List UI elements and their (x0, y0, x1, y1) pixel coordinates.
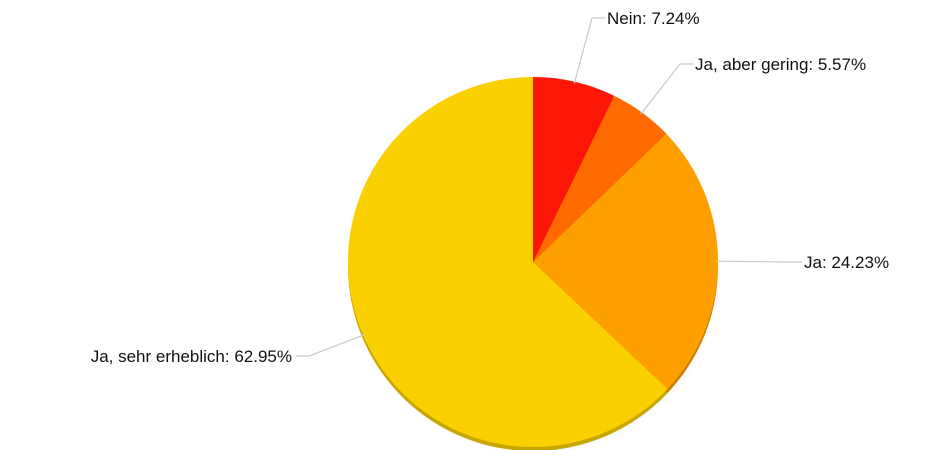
leader-line-0 (573, 17, 605, 84)
slice-label-1: Ja, aber gering: 5.57% (695, 55, 866, 74)
leader-line-3 (296, 333, 366, 357)
slice-labels: Nein: 7.24% Ja, aber gering: 5.57% Ja: 24.… (91, 9, 889, 366)
slice-label-2: Ja: 24.23% (804, 253, 889, 272)
pie-slice-nein[interactable] (533, 77, 615, 262)
slice-label-3: Ja, sehr erheblich: 62.95% (91, 347, 292, 366)
pie-slice-ja[interactable] (533, 133, 718, 390)
slice-label-0: Nein: 7.24% (607, 9, 700, 28)
pie-slice-ja-sehr-erheblich[interactable] (348, 77, 668, 447)
pie-slices (348, 77, 718, 450)
leader-line-1 (640, 63, 693, 115)
pie-slice-ja-aber-gering[interactable] (533, 95, 667, 262)
leader-line-2 (715, 260, 802, 263)
leader-lines (296, 17, 802, 357)
